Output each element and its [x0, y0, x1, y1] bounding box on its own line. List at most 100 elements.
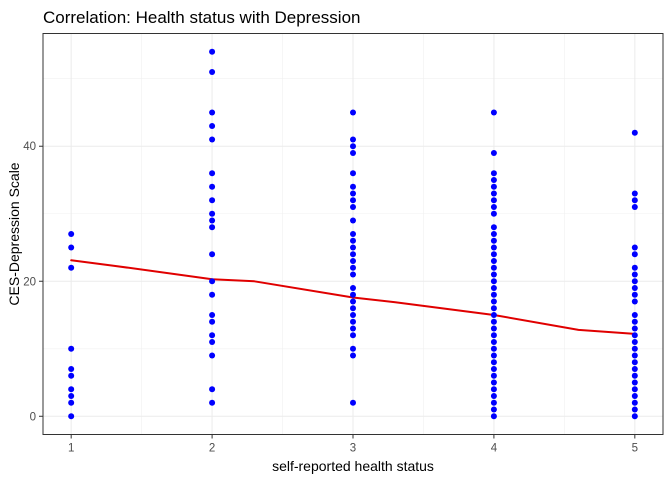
data-point [631, 251, 638, 258]
data-point [631, 332, 638, 339]
data-point [209, 136, 216, 143]
data-point [209, 197, 216, 204]
data-point [209, 318, 216, 325]
data-point [350, 109, 356, 116]
data-point [350, 285, 356, 292]
data-point [631, 339, 638, 346]
data-point [490, 190, 497, 197]
data-point [350, 271, 356, 278]
data-point [631, 359, 638, 366]
data-point [631, 291, 638, 298]
data-point [68, 264, 75, 271]
data-point [631, 318, 638, 325]
data-point [631, 345, 638, 352]
data-point [490, 203, 497, 210]
data-point [350, 305, 356, 312]
data-point [490, 325, 497, 332]
data-point [209, 251, 216, 258]
data-point [350, 231, 356, 237]
data-point [350, 190, 356, 197]
y-axis-ticks: 0 20 40 [23, 141, 43, 423]
data-point [490, 298, 497, 305]
data-point [490, 197, 497, 204]
major-gridlines [43, 33, 663, 435]
data-point [490, 210, 497, 217]
data-point [490, 312, 497, 319]
data-point [68, 244, 75, 251]
data-point [490, 285, 497, 292]
data-point [68, 345, 75, 352]
data-point [350, 143, 356, 150]
data-point [631, 264, 638, 271]
data-point [490, 244, 497, 251]
data-point [631, 271, 638, 278]
data-point [490, 366, 497, 373]
data-point [209, 278, 216, 285]
data-point [490, 291, 497, 298]
data-point [209, 352, 216, 359]
data-point [209, 224, 216, 231]
data-point [350, 325, 356, 332]
data-point [209, 183, 216, 190]
data-point [490, 224, 497, 231]
data-point [631, 393, 638, 400]
data-point [631, 366, 638, 373]
data-point [68, 366, 75, 373]
data-point [350, 217, 356, 224]
data-point [490, 352, 497, 359]
data-point [631, 285, 638, 292]
data-point [350, 237, 356, 244]
data-point [68, 399, 75, 406]
data-point [209, 210, 216, 217]
data-point [490, 271, 497, 278]
data-point [631, 312, 638, 319]
data-point [631, 372, 638, 379]
y-tick-label: 0 [30, 411, 36, 423]
x-tick-label: 2 [209, 443, 215, 455]
data-point [490, 339, 497, 346]
data-point [490, 359, 497, 366]
data-point [350, 352, 356, 359]
data-point [209, 399, 216, 406]
data-point [490, 372, 497, 379]
data-point [350, 291, 356, 298]
data-point [631, 386, 638, 393]
data-point [350, 318, 356, 325]
data-point [209, 291, 216, 298]
data-point [631, 379, 638, 386]
data-point [490, 393, 497, 400]
data-point [490, 345, 497, 352]
x-tick-label: 4 [491, 443, 498, 455]
data-point [490, 406, 497, 413]
data-point [68, 386, 75, 393]
chart-title: Correlation: Health status with Depressi… [43, 8, 360, 27]
data-point [350, 312, 356, 319]
x-tick-label: 3 [350, 443, 356, 455]
data-point [209, 339, 216, 346]
data-points [68, 48, 638, 420]
data-point [350, 298, 356, 305]
data-point [490, 231, 497, 237]
data-point [350, 332, 356, 339]
data-point [68, 231, 75, 237]
data-point [631, 325, 638, 332]
data-point [631, 399, 638, 406]
data-point [350, 264, 356, 271]
y-axis-label: CES-Depression Scale [6, 162, 22, 305]
data-point [490, 332, 497, 339]
data-point [68, 393, 75, 400]
data-point [350, 149, 356, 156]
data-point [350, 345, 356, 352]
data-point [631, 352, 638, 359]
data-point [350, 170, 356, 177]
data-point [490, 170, 497, 177]
data-point [68, 372, 75, 379]
y-tick-label: 40 [23, 141, 36, 153]
data-point [209, 170, 216, 177]
data-point [490, 237, 497, 244]
x-axis-label: self-reported health status [272, 458, 434, 474]
data-point [350, 399, 356, 406]
data-point [631, 406, 638, 413]
